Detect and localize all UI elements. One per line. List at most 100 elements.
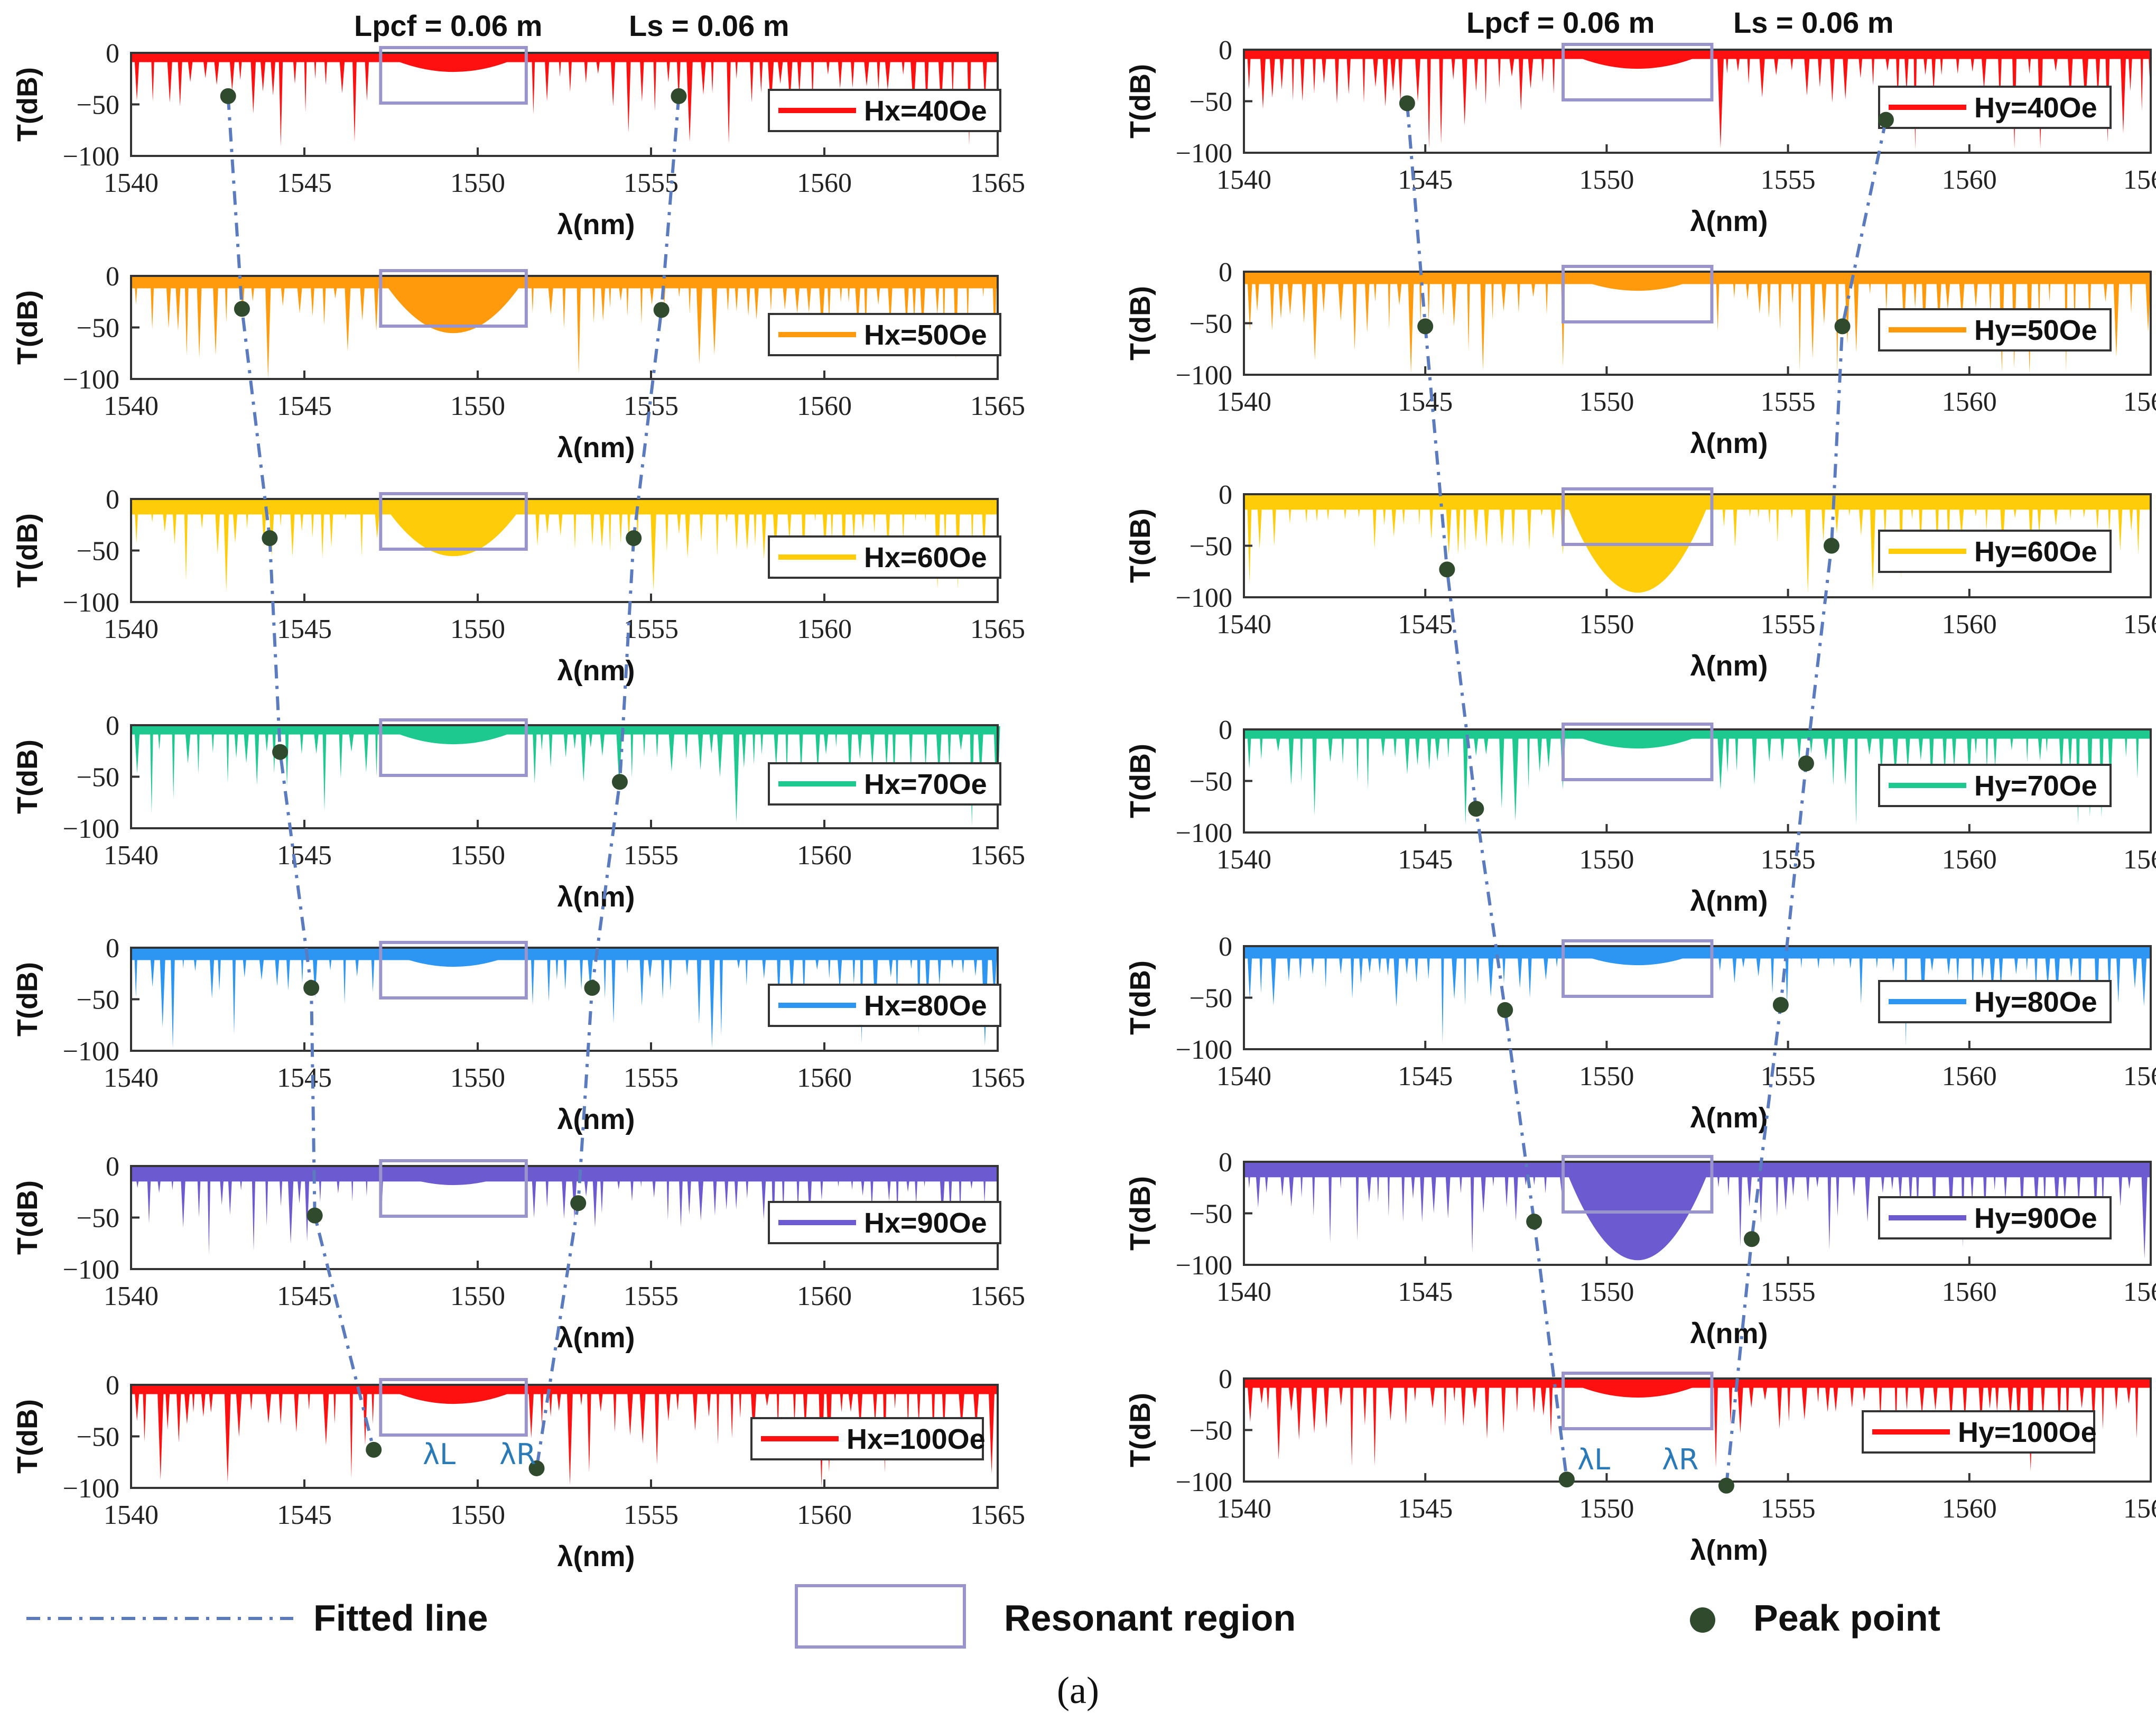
peak-point-hx-100oe-right <box>528 1460 545 1476</box>
y-tick-label: 0 <box>1219 257 1232 288</box>
resonant-lobe <box>380 949 526 967</box>
peak-point-hx-50oe-right <box>653 302 670 318</box>
x-tick-label: 1560 <box>1942 609 1997 640</box>
peak-point-legend-icon <box>1690 1607 1715 1633</box>
legend-label-hy-100oe: Hy=100Oe <box>1958 1417 2097 1448</box>
x-tick-label: 1560 <box>797 391 852 421</box>
x-tick-label: 1555 <box>624 614 679 644</box>
y-tick-label: −100 <box>63 588 119 618</box>
legend-label-hx-100oe: Hx=100Oe <box>847 1423 986 1455</box>
resonant-region-box <box>1562 939 1714 998</box>
x-tick-label: 1560 <box>797 1281 852 1311</box>
y-tick-label: 0 <box>106 1371 119 1401</box>
x-tick-label: 1565 <box>2123 165 2156 195</box>
spectrum-dips <box>1247 947 2148 1047</box>
x-tick-label: 1550 <box>1579 165 1634 195</box>
x-tick-label: 1565 <box>970 391 1025 421</box>
y-tick-label: −100 <box>63 365 119 395</box>
x-tick-label: 1545 <box>277 840 332 871</box>
x-tick-label: 1565 <box>970 614 1025 644</box>
spectrum-dips <box>134 500 987 592</box>
y-tick-label: −50 <box>77 1422 119 1452</box>
peak-point-hy-90oe-right <box>1743 1231 1760 1247</box>
y-tick-label: 0 <box>106 711 119 741</box>
legend-label-hx-40oe: Hx=40Oe <box>864 95 987 127</box>
legend-box <box>1878 764 2112 807</box>
peak-point-hy-90oe-left <box>1526 1214 1542 1230</box>
x-tick-label: 1560 <box>1942 165 1997 195</box>
y-tick-label: −100 <box>1176 1035 1232 1065</box>
y-tick-label: 0 <box>106 39 119 69</box>
lambda-l-label-left: λL <box>423 1438 456 1471</box>
x-tick-label: 1540 <box>104 614 159 644</box>
y-tick-label: −100 <box>63 1037 119 1067</box>
resonant-lobe <box>380 500 526 557</box>
peak-point-hy-40oe-right <box>1878 112 1894 128</box>
y-tick-label: −100 <box>1176 360 1232 391</box>
x-axis-label: λ(nm) <box>1690 1102 1768 1134</box>
x-tick-label: 1550 <box>450 168 505 198</box>
lambda-l-label-right: λL <box>1577 1443 1610 1476</box>
resonant-region-box <box>379 1378 528 1437</box>
resonant-region-box <box>379 269 528 328</box>
x-tick-label: 1540 <box>1216 387 1271 417</box>
x-tick-label: 1555 <box>1761 387 1816 417</box>
x-tick-label: 1560 <box>797 1063 852 1093</box>
spectrum-dips <box>1247 51 2152 150</box>
peak-point-hx-100oe-left <box>366 1441 382 1458</box>
peak-point-hx-40oe-right <box>671 88 687 104</box>
x-axis-label: λ(nm) <box>557 432 635 464</box>
x-tick-label: 1565 <box>2123 845 2156 875</box>
y-tick-label: −100 <box>1176 1467 1232 1497</box>
x-axis-label: λ(nm) <box>1690 885 1768 917</box>
y-axis-label: T(dB) <box>1125 64 1156 138</box>
x-tick-label: 1555 <box>624 1500 679 1530</box>
header-right-lpcf: Lpcf = 0.06 m <box>1466 6 1655 39</box>
legend-label-hy-40oe: Hy=40Oe <box>1974 92 2097 124</box>
x-axis-label: λ(nm) <box>1690 650 1768 682</box>
x-tick-label: 1565 <box>2123 387 2156 417</box>
x-tick-label: 1550 <box>1579 387 1634 417</box>
x-tick-label: 1565 <box>2123 1494 2156 1524</box>
y-tick-label: −100 <box>1176 1251 1232 1281</box>
x-axis-label: λ(nm) <box>557 655 635 687</box>
y-axis-label: T(dB) <box>12 1399 43 1474</box>
peak-point-hx-60oe-right <box>626 530 642 547</box>
lambda-r-label-right: λR <box>1662 1443 1698 1476</box>
x-tick-label: 1540 <box>104 168 159 198</box>
y-tick-label: −50 <box>1189 1199 1232 1229</box>
peak-point-hy-60oe-left <box>1439 561 1455 578</box>
x-tick-label: 1545 <box>277 1063 332 1093</box>
x-tick-label: 1555 <box>624 840 679 871</box>
x-tick-label: 1560 <box>1942 1061 1997 1091</box>
peak-point-hx-90oe-left <box>306 1207 323 1224</box>
y-tick-label: 0 <box>1219 480 1232 510</box>
y-tick-label: −50 <box>77 313 119 344</box>
y-axis-label: T(dB) <box>1125 1393 1156 1467</box>
resonant-region-box <box>1562 1372 1714 1430</box>
x-axis-label: λ(nm) <box>1690 428 1768 459</box>
y-tick-label: −50 <box>77 90 119 121</box>
x-tick-label: 1540 <box>1216 1061 1271 1091</box>
y-tick-label: −100 <box>63 142 119 172</box>
x-tick-label: 1545 <box>277 1500 332 1530</box>
legend-label-hx-50oe: Hx=50Oe <box>864 319 987 351</box>
y-axis-label: T(dB) <box>1125 508 1156 583</box>
x-tick-label: 1545 <box>277 391 332 421</box>
spectrum-dips <box>134 949 998 1049</box>
legend-label-hx-70oe: Hx=70Oe <box>864 769 987 800</box>
x-tick-label: 1550 <box>450 614 505 644</box>
x-axis-label: λ(nm) <box>1690 206 1768 237</box>
x-tick-label: 1545 <box>277 614 332 644</box>
resonant-region-box <box>379 1159 528 1218</box>
x-tick-label: 1550 <box>450 1500 505 1530</box>
spectrum-dips <box>134 277 997 379</box>
resonant-lobe <box>380 277 526 334</box>
fitted-line-right-hx <box>535 96 681 1469</box>
y-tick-label: −100 <box>63 1474 119 1504</box>
resonant-region-box <box>1562 1155 1714 1214</box>
